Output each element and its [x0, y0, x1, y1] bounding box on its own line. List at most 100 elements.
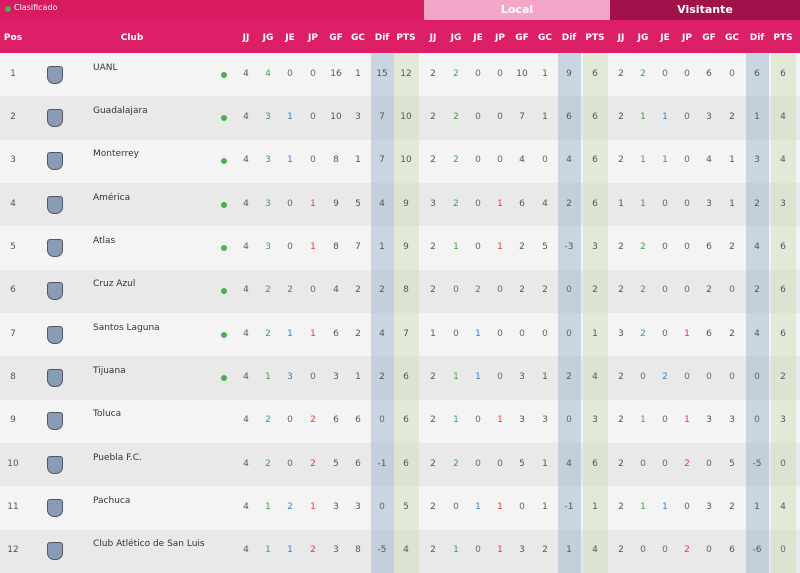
stat-cell: 4: [243, 112, 249, 122]
stat-cell: 1: [497, 198, 503, 209]
stat-cell: 2: [453, 155, 459, 166]
stat-cell: 0: [684, 198, 690, 209]
stat-cell: 1: [310, 502, 316, 512]
stat-cell: 2: [618, 415, 624, 426]
stat-cell: 2: [618, 112, 624, 122]
classified-dot: [221, 288, 227, 295]
pos-cell: 10: [7, 458, 19, 469]
stat-cell: 2: [640, 68, 646, 79]
classified-dot: [221, 158, 227, 165]
row-bg: [0, 53, 800, 97]
stat-cell: 9: [566, 68, 572, 79]
stat-cell: 6: [780, 242, 786, 252]
header-cell: GF: [515, 33, 529, 43]
stat-cell: 2: [453, 458, 459, 469]
stat-cell: 4: [243, 155, 249, 166]
stat-cell: 2: [729, 502, 735, 512]
dif-column: [746, 53, 769, 573]
stat-cell: 1: [662, 155, 668, 166]
row-bg: [0, 486, 800, 530]
header-row: [0, 20, 800, 53]
stat-cell: 0: [640, 545, 646, 556]
stat-cell: 9: [333, 198, 339, 209]
stat-cell: 2: [430, 545, 436, 556]
stat-cell: 0: [566, 328, 572, 339]
stat-cell: 1: [265, 502, 271, 512]
stat-cell: 1: [729, 155, 735, 166]
stat-cell: 2: [265, 328, 271, 339]
stat-cell: 1: [287, 155, 293, 166]
club-logo: [47, 239, 63, 257]
stat-cell: 0: [754, 372, 760, 382]
stat-cell: 4: [754, 242, 760, 252]
header-cell: PTS: [585, 33, 605, 43]
stat-cell: 2: [729, 328, 735, 339]
stat-cell: 2: [430, 68, 436, 79]
pos-cell: 5: [10, 242, 16, 252]
stat-cell: 6: [780, 68, 786, 79]
stat-cell: 6: [706, 68, 712, 79]
stat-cell: 6: [355, 458, 361, 469]
stat-cell: 2: [265, 458, 271, 469]
stat-cell: 3: [287, 372, 293, 382]
row-bg: [0, 529, 800, 573]
stat-cell: 1: [754, 502, 760, 512]
stat-cell: 3: [333, 372, 339, 382]
stat-cell: 1: [640, 198, 646, 209]
stat-cell: 6: [333, 415, 339, 426]
stat-cell: 0: [453, 285, 459, 296]
stat-cell: 1: [754, 112, 760, 122]
stat-cell: 0: [640, 372, 646, 382]
stat-cell: 1: [310, 242, 316, 252]
stat-cell: 2: [265, 415, 271, 426]
stat-cell: 1: [542, 68, 548, 79]
stat-cell: 3: [618, 328, 624, 339]
club-logo: [47, 109, 63, 127]
stat-cell: 7: [519, 112, 525, 122]
stat-cell: -5: [752, 458, 762, 469]
header-club: Club: [120, 33, 144, 43]
stat-cell: 6: [403, 458, 409, 469]
visit-group: [610, 0, 800, 20]
stat-cell: 2: [475, 285, 481, 296]
header-cell: JG: [450, 33, 462, 43]
row-bg: [0, 139, 800, 183]
club-name: UANL: [93, 62, 118, 73]
stat-cell: 7: [355, 242, 361, 252]
stat-cell: 0: [662, 545, 668, 556]
stat-cell: 2: [566, 372, 572, 382]
pos-cell: 4: [10, 198, 16, 209]
stat-cell: 0: [684, 68, 690, 79]
stat-cell: 1: [592, 328, 598, 339]
stat-cell: 3: [706, 415, 712, 426]
stat-cell: 2: [519, 242, 525, 252]
stat-cell: 0: [542, 155, 548, 166]
stat-cell: 1: [497, 502, 503, 512]
stat-cell: 0: [497, 285, 503, 296]
stat-cell: 4: [379, 198, 385, 209]
club-name: Toluca: [93, 409, 122, 420]
stat-cell: 0: [706, 458, 712, 469]
stat-cell: 0: [662, 285, 668, 296]
stat-cell: 1: [684, 415, 690, 426]
stat-cell: 2: [310, 415, 316, 426]
stat-cell: 3: [519, 372, 525, 382]
stat-cell: 6: [403, 372, 409, 382]
stat-cell: 4: [243, 458, 249, 469]
stat-cell: 3: [430, 198, 436, 209]
header-cell: GC: [725, 33, 739, 43]
stat-cell: 4: [754, 328, 760, 339]
stat-cell: 2: [430, 502, 436, 512]
stat-cell: 2: [430, 415, 436, 426]
stat-cell: 3: [754, 155, 760, 166]
stat-cell: 2: [618, 285, 624, 296]
classified-dot: [221, 201, 227, 208]
stat-cell: 2: [542, 545, 548, 556]
stat-cell: 4: [566, 458, 572, 469]
stat-cell: 0: [310, 68, 316, 79]
club-name: Cruz Azul: [93, 279, 136, 290]
classified-dot: [221, 115, 227, 121]
row-bg: [0, 226, 800, 270]
stat-cell: 2: [618, 458, 624, 469]
